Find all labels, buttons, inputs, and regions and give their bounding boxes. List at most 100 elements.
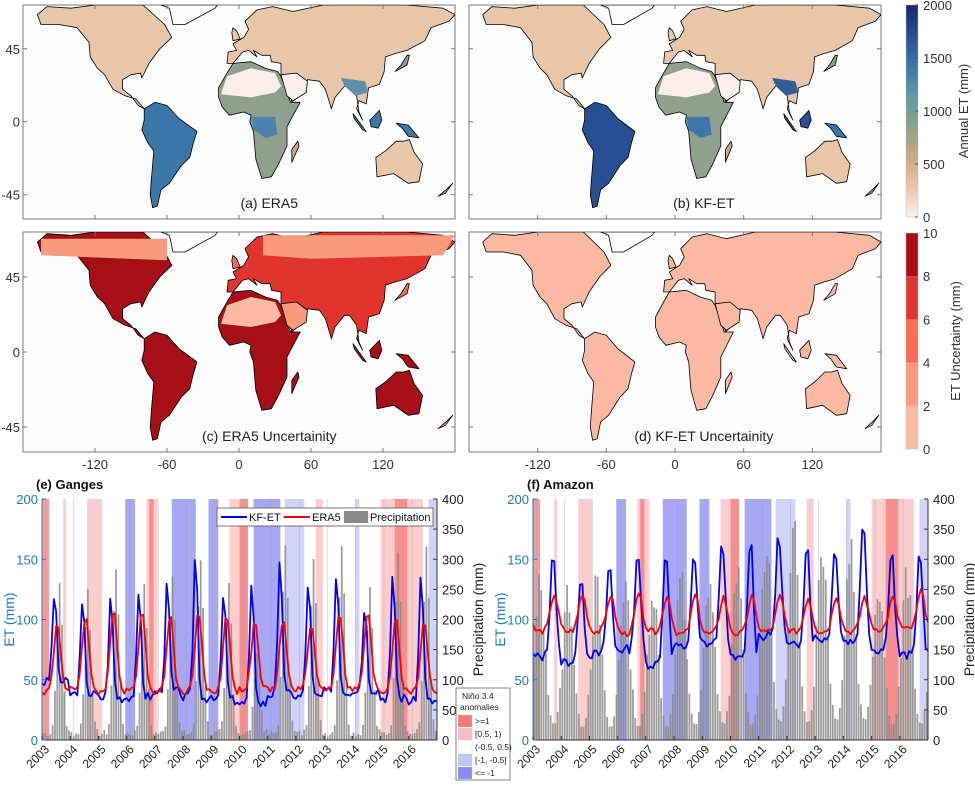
precip-bar: [615, 695, 618, 740]
precip-bar: [552, 723, 554, 740]
precip-bar: [263, 731, 266, 740]
precip-bar: [599, 624, 601, 740]
precip-bar: [582, 726, 585, 740]
precip-bar: [867, 706, 869, 740]
continent-madagascar: [291, 140, 300, 163]
precip-bar: [885, 688, 888, 740]
precip-bar: [822, 566, 825, 740]
precip-bar: [239, 735, 242, 740]
chart-legend: KF-ET ERA5 Precipitation: [216, 507, 434, 527]
precip-bar: [632, 689, 634, 740]
precip-bar: [815, 625, 818, 740]
precip-bar: [756, 695, 759, 740]
boreal-eurasia-region: [263, 235, 455, 259]
precip-bar: [166, 689, 169, 740]
precip-bar: [888, 715, 891, 740]
precip-bar: [916, 713, 919, 740]
y-tick-label-right: 0: [933, 733, 940, 748]
continent-uk: [667, 27, 677, 42]
precip-bar: [672, 694, 674, 740]
precip-bar: [674, 654, 677, 740]
precip-bar: [331, 732, 334, 740]
precip-bar: [42, 733, 45, 740]
precip-bar: [806, 722, 808, 740]
continent-northAmerica: [482, 232, 612, 340]
precip-bar: [47, 736, 49, 740]
legend-label: Precipitation: [370, 512, 431, 524]
x-tick-label: 2007: [627, 742, 656, 771]
precip-bar: [183, 730, 186, 740]
precip-bar: [216, 730, 219, 740]
precip-bar: [409, 733, 411, 740]
congo-region: [251, 116, 278, 138]
precip-bar: [63, 691, 66, 740]
precip-bar: [813, 686, 815, 740]
lon-tick-label: -60: [158, 457, 177, 472]
precip-bar: [634, 717, 637, 740]
x-tick-label: 2011: [741, 742, 769, 770]
enso-band: [428, 499, 437, 740]
precip-bar: [371, 627, 374, 740]
precip-bar: [350, 735, 353, 740]
legend-swatch-precip: [344, 511, 368, 523]
continent-borneo: [799, 339, 812, 360]
precip-bar: [340, 546, 343, 740]
precip-bar: [322, 734, 324, 740]
y-tick-label-right: 50: [933, 703, 947, 718]
chart-title: (f) Amazon: [527, 477, 594, 492]
y-tick-label-left: 0: [31, 733, 38, 748]
enso-legend-label: <= -1: [475, 768, 495, 778]
precip-bar: [775, 708, 778, 740]
land-masses: [482, 5, 881, 209]
precip-bar: [86, 588, 89, 740]
precip-bar: [697, 712, 700, 740]
y-tick-label-right: 100: [933, 673, 955, 688]
precip-bar: [780, 721, 782, 740]
x-tick-label: 2004: [543, 742, 572, 771]
panel-label: (a) ERA5: [240, 195, 298, 211]
precip-bar: [817, 580, 820, 740]
lon-tick-label: 60: [736, 457, 750, 472]
precip-bar: [249, 730, 251, 740]
precip-bar: [282, 591, 284, 740]
land-masses: [37, 232, 455, 441]
precip-bar: [258, 673, 261, 740]
x-tick-label: 2005: [571, 742, 600, 771]
precip-bar: [857, 684, 860, 740]
precip-bar: [716, 694, 719, 740]
precip-bar: [864, 719, 867, 740]
enso-band: [806, 499, 814, 740]
precip-bar: [404, 725, 407, 740]
precip-bar: [432, 719, 435, 740]
precip-bar: [754, 714, 757, 740]
continent-madagascar: [725, 140, 733, 163]
precip-bar: [585, 717, 587, 740]
precip-bar: [568, 612, 571, 740]
precip-bar: [639, 726, 641, 740]
precip-bar: [777, 719, 780, 740]
precip-bar: [589, 669, 592, 740]
x-tick-label: 2005: [80, 742, 109, 771]
precip-bar: [204, 685, 207, 740]
precip-bar: [105, 734, 108, 740]
precip-bar: [136, 725, 139, 740]
precip-bar: [143, 583, 146, 740]
continent-sumatra: [783, 343, 797, 363]
x-tick-label: 2010: [221, 742, 250, 771]
continent-europeAsia: [226, 5, 455, 121]
precip-bar: [664, 726, 667, 740]
continent-uk: [667, 254, 677, 270]
precip-bar: [51, 724, 54, 740]
precip-bar: [49, 734, 52, 740]
map-panel-d: -120 -60 0 60 120 (d) KF-ET Uncertainity: [468, 231, 882, 472]
continent-madagascar: [291, 371, 300, 395]
enso-band: [149, 499, 154, 740]
precip-bar: [782, 706, 785, 740]
precip-bar: [770, 633, 773, 740]
precip-bar: [115, 569, 117, 740]
x-tick-label: 2013: [796, 742, 825, 771]
y-tick-label-right: 350: [442, 522, 464, 537]
precip-bar: [624, 581, 627, 740]
enso-band: [846, 499, 851, 740]
